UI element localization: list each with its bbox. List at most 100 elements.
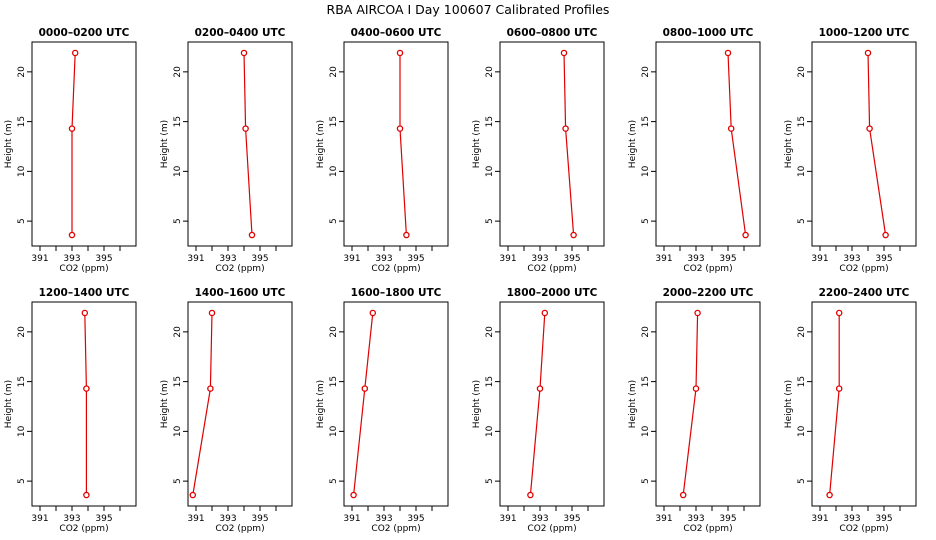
panel-title: 0600–0800 UTC bbox=[507, 27, 598, 39]
x-axis-label: CO2 (ppm) bbox=[527, 264, 576, 274]
panel-title: 1600–1800 UTC bbox=[351, 287, 442, 299]
plot-frame bbox=[811, 301, 917, 507]
x-tick-label: 395 bbox=[251, 254, 268, 264]
y-tick-label: 5 bbox=[17, 218, 27, 224]
x-tick-label: 395 bbox=[719, 254, 736, 264]
x-tick-label: 391 bbox=[655, 514, 672, 524]
profile-line bbox=[84, 312, 88, 496]
y-tick-label: 20 bbox=[641, 326, 651, 338]
x-tick-label: 391 bbox=[343, 514, 360, 524]
profile-point bbox=[882, 231, 889, 239]
x-tick-label: 393 bbox=[843, 514, 860, 524]
x-tick-label: 391 bbox=[811, 254, 828, 264]
y-tick-label: 20 bbox=[485, 66, 495, 78]
y-tick-label: 20 bbox=[329, 66, 339, 78]
x-tick-label: 391 bbox=[31, 514, 48, 524]
plot-frame bbox=[499, 301, 605, 507]
profile-line bbox=[71, 52, 76, 236]
profile-point bbox=[826, 491, 833, 499]
figure-title: RBA AIRCOA I Day 100607 Calibrated Profi… bbox=[327, 2, 610, 17]
x-tick-label: 395 bbox=[875, 254, 892, 264]
y-axis-label: Height (m) bbox=[316, 380, 326, 428]
y-tick-label: 5 bbox=[173, 218, 183, 224]
panel-title: 0400–0600 UTC bbox=[351, 27, 442, 39]
x-tick-label: 393 bbox=[63, 514, 80, 524]
profile-point bbox=[864, 49, 872, 57]
y-tick-label: 5 bbox=[797, 218, 807, 224]
y-tick-label: 15 bbox=[17, 376, 27, 387]
y-tick-label: 10 bbox=[797, 165, 807, 177]
y-tick-label: 5 bbox=[641, 478, 651, 484]
x-axis-label: CO2 (ppm) bbox=[839, 264, 888, 274]
profile-point bbox=[727, 125, 735, 132]
x-tick-label: 391 bbox=[499, 254, 516, 264]
profile-point bbox=[692, 385, 700, 392]
profile-line bbox=[563, 52, 575, 236]
x-tick-label: 393 bbox=[687, 514, 704, 524]
profile-point bbox=[83, 491, 90, 499]
y-tick-label: 5 bbox=[485, 478, 495, 484]
x-tick-label: 391 bbox=[187, 514, 204, 524]
profile-point bbox=[242, 125, 249, 132]
y-tick-label: 20 bbox=[641, 66, 651, 78]
panel-title: 2200–2400 UTC bbox=[819, 287, 910, 299]
y-tick-label: 10 bbox=[485, 165, 495, 177]
x-tick-label: 395 bbox=[875, 514, 892, 524]
profile-line bbox=[682, 312, 699, 496]
y-axis-label: Height (m) bbox=[160, 380, 170, 428]
panel-title: 2000–2200 UTC bbox=[663, 287, 754, 299]
x-tick-label: 395 bbox=[95, 254, 112, 264]
y-tick-label: 5 bbox=[329, 478, 339, 484]
x-tick-label: 391 bbox=[31, 254, 48, 264]
y-tick-label: 15 bbox=[173, 376, 183, 387]
x-tick-label: 395 bbox=[251, 514, 268, 524]
panel-title: 0800–1000 UTC bbox=[663, 27, 754, 39]
y-tick-label: 20 bbox=[173, 66, 183, 78]
y-tick-label: 10 bbox=[173, 165, 183, 177]
y-tick-label: 20 bbox=[797, 326, 807, 338]
profile-point bbox=[248, 231, 256, 239]
profile-line bbox=[243, 52, 253, 236]
plot-frame bbox=[343, 41, 449, 247]
profile-point bbox=[835, 385, 843, 392]
profile-line bbox=[829, 312, 840, 496]
plot-frame bbox=[31, 41, 137, 247]
y-axis-label: Height (m) bbox=[316, 120, 326, 168]
y-tick-label: 10 bbox=[17, 165, 27, 177]
profile-point bbox=[694, 309, 701, 317]
profile-line bbox=[192, 312, 213, 496]
y-tick-label: 15 bbox=[641, 116, 651, 127]
y-tick-label: 15 bbox=[485, 376, 495, 387]
y-tick-label: 20 bbox=[173, 326, 183, 338]
profile-point bbox=[560, 49, 568, 57]
y-tick-label: 5 bbox=[641, 218, 651, 224]
plot-frame bbox=[343, 301, 449, 507]
y-axis-label: Height (m) bbox=[784, 380, 794, 428]
profile-point bbox=[361, 385, 369, 392]
y-tick-label: 5 bbox=[173, 478, 183, 484]
y-tick-label: 15 bbox=[329, 376, 339, 387]
x-tick-label: 393 bbox=[219, 254, 236, 264]
profile-point bbox=[541, 309, 549, 317]
y-axis-label: Height (m) bbox=[4, 120, 14, 168]
x-tick-label: 395 bbox=[95, 514, 112, 524]
y-tick-label: 20 bbox=[329, 326, 339, 338]
y-axis-label: Height (m) bbox=[628, 120, 638, 168]
panel-title: 0000–0200 UTC bbox=[39, 27, 130, 39]
profile-point bbox=[562, 125, 569, 132]
x-axis-label: CO2 (ppm) bbox=[527, 524, 576, 534]
x-tick-label: 393 bbox=[219, 514, 236, 524]
x-axis-label: CO2 (ppm) bbox=[59, 264, 108, 274]
profile-point bbox=[403, 231, 410, 239]
x-axis-label: CO2 (ppm) bbox=[839, 524, 888, 534]
x-tick-label: 391 bbox=[343, 254, 360, 264]
profile-line bbox=[529, 312, 546, 496]
